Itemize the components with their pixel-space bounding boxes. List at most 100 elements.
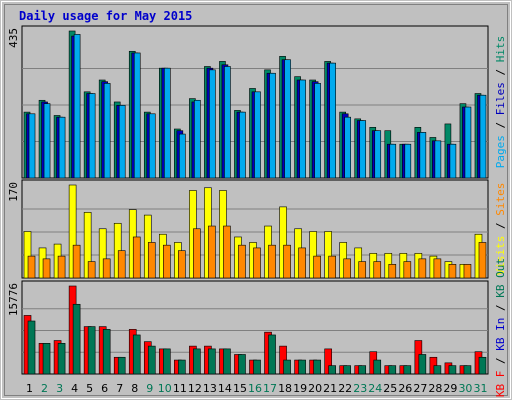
bar-sites-day-15: [238, 244, 246, 279]
bar-visits-day-18: [279, 206, 287, 279]
bar-kb-out-day-29: [448, 365, 457, 375]
bar-sites-day-30: [463, 264, 472, 279]
bar-sites-day-22: [343, 258, 351, 279]
bar-pages-day-10: [164, 67, 171, 179]
bar-sites-day-14: [223, 225, 231, 279]
legend-kb-in: KB In: [494, 318, 507, 351]
frame-shadow: [4, 4, 508, 396]
panel-hits-files-pages: 435 Pages / Files / Hits: [7, 25, 507, 179]
bar-pages-day-17: [269, 72, 276, 179]
day-label-3: 3: [56, 382, 63, 395]
bar-sites-day-3: [57, 255, 66, 279]
bar-kb-out-day-12: [193, 348, 201, 375]
bar-kb-out-day-18: [283, 359, 291, 375]
bar-kb-out-day-23: [358, 365, 367, 375]
bar-pages-day-28: [434, 140, 442, 179]
bar-pages-day-19: [299, 79, 306, 179]
legend-files: Files: [494, 82, 507, 115]
day-label-4: 4: [71, 382, 78, 395]
bar-sites-day-4: [72, 244, 81, 279]
bar-pages-day-23: [359, 120, 367, 179]
bar-pages-day-22: [344, 116, 351, 179]
bar-sites-day-27: [418, 258, 427, 279]
legend-pages: Pages: [494, 135, 507, 168]
bar-kb-out-day-6: [102, 329, 111, 375]
bar-kb-out-day-22: [343, 365, 351, 375]
bar-pages-day-16: [254, 91, 261, 179]
bar-sites-day-9: [147, 242, 156, 279]
day-label-30: 30: [458, 382, 472, 395]
bar-kb-out-day-4: [72, 303, 81, 375]
bar-sites-day-12: [193, 228, 201, 279]
day-label-1: 1: [26, 382, 33, 395]
chart-title: Daily usage for May 2015: [19, 9, 192, 23]
bar-kb-out-day-14: [223, 348, 231, 375]
day-label-10: 10: [158, 382, 172, 395]
bar-sites-day-25: [388, 264, 397, 279]
bar-kb-f-day-21: [324, 348, 332, 375]
bar-pages-day-15: [239, 111, 246, 179]
legend-kb-f: KB F: [494, 371, 507, 398]
panel-legend: Pages / Files / Hits: [494, 36, 507, 169]
day-label-23: 23: [353, 382, 367, 395]
bar-sites-day-28: [433, 258, 442, 279]
day-label-31: 31: [473, 382, 487, 395]
legend-separator: /: [494, 351, 507, 371]
bar-sites-day-7: [117, 250, 126, 279]
bar-pages-day-20: [314, 83, 321, 179]
bar-kb-out-day-11: [178, 359, 186, 375]
day-label-5: 5: [86, 382, 93, 395]
legend-separator: /: [494, 115, 507, 135]
day-labels: 1 2 3 4 5 6 7 8 9 10 11 12 13 14 15 16 17 18 19 20 21 22 23 24 2…: [26, 382, 487, 395]
bar-kb-out-day-19: [298, 359, 306, 375]
bar-kb-out-day-3: [57, 343, 66, 375]
bar-visits-day-6: [98, 228, 107, 279]
day-label-29: 29: [443, 382, 457, 395]
legend-visits: Visits: [494, 236, 507, 276]
day-label-19: 19: [293, 382, 307, 395]
bar-pages-day-13: [209, 69, 216, 179]
bar-kb-out-day-24: [373, 359, 382, 375]
bar-sites-day-19: [298, 247, 306, 279]
day-label-26: 26: [398, 382, 412, 395]
bar-sites-day-24: [373, 261, 382, 279]
day-label-8: 8: [131, 382, 138, 395]
bar-kb-out-day-8: [132, 334, 141, 375]
legend-kb-out: KB Out: [494, 258, 507, 298]
day-label-9: 9: [146, 382, 153, 395]
bar-kb-out-day-27: [418, 354, 427, 375]
bar-pages-day-11: [179, 133, 186, 179]
bar-kb-out-day-20: [313, 359, 321, 375]
day-label-18: 18: [278, 382, 292, 395]
bar-pages-day-9: [148, 113, 156, 179]
bar-sites-day-20: [313, 255, 321, 279]
bar-kb-out-day-9: [147, 345, 156, 375]
bar-kb-out-day-25: [388, 365, 397, 375]
day-label-14: 14: [218, 382, 232, 395]
bar-kb-out-day-28: [433, 365, 442, 375]
y-max-label: 15776: [7, 283, 20, 316]
bar-kb-out-day-31: [478, 356, 487, 375]
day-label-11: 11: [173, 382, 187, 395]
bar-pages-day-27: [419, 132, 427, 179]
bar-pages-day-29: [449, 143, 457, 179]
bar-pages-day-12: [194, 99, 201, 179]
day-label-13: 13: [203, 382, 217, 395]
legend-separator: /: [494, 216, 507, 236]
day-label-15: 15: [233, 382, 247, 395]
bar-pages-day-1: [28, 113, 36, 179]
bar-pages-day-14: [224, 66, 231, 179]
bar-sites-day-11: [178, 250, 186, 279]
bar-pages-day-21: [329, 62, 336, 179]
day-label-17: 17: [263, 382, 277, 395]
legend-separator: /: [494, 298, 507, 318]
bar-sites-day-23: [358, 261, 367, 279]
bar-sites-day-26: [403, 261, 412, 279]
day-label-12: 12: [188, 382, 202, 395]
panel-kb: 15776 KB F / KB In / KB Out: [7, 258, 507, 397]
bar-sites-day-16: [253, 247, 261, 279]
bar-kb-out-day-26: [403, 365, 412, 375]
bar-kb-out-day-15: [238, 354, 246, 375]
